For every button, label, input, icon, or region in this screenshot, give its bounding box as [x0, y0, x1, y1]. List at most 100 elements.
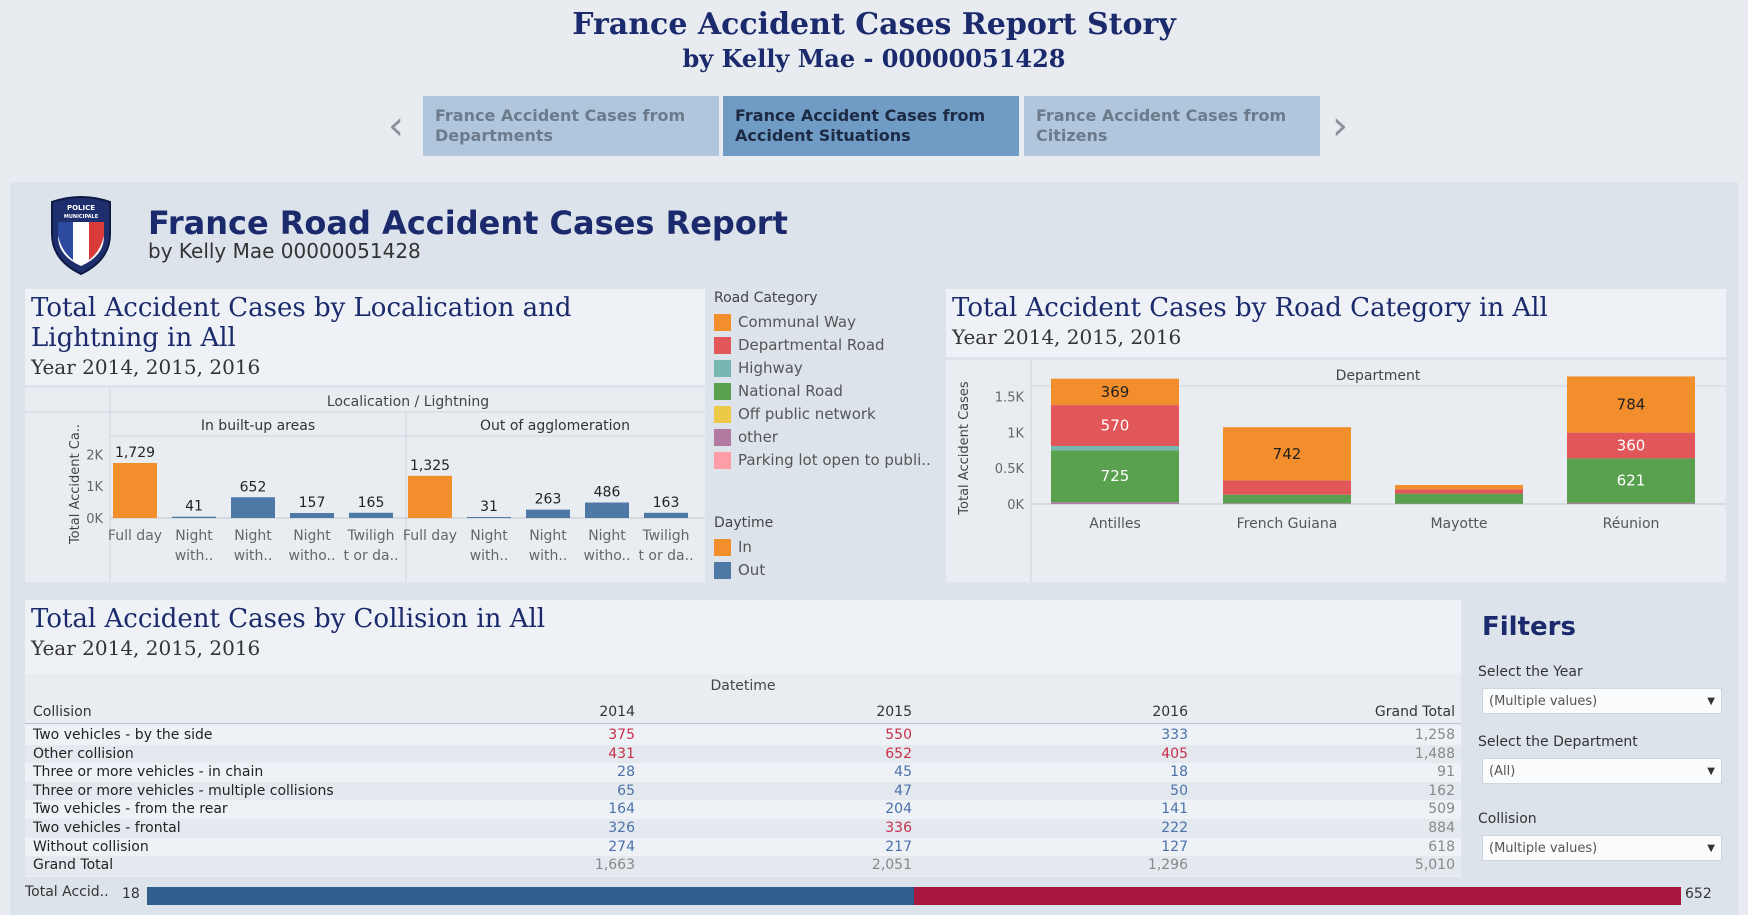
- y-tick-label: 1.5K: [995, 391, 1025, 406]
- table-row[interactable]: Without collision 274 217 127 618: [25, 837, 1461, 857]
- table-cell: 222: [1161, 820, 1188, 836]
- legend-label: National Road: [738, 382, 843, 400]
- bar: [467, 517, 511, 518]
- row-label: Three or more vehicles - in chain: [33, 764, 264, 781]
- y-tick-label: 0K: [1007, 498, 1024, 513]
- row-label: Three or more vehicles - multiple collis…: [33, 782, 334, 799]
- table-cell: 28: [617, 764, 635, 781]
- localication-chart-subtitle: Year 2014, 2015, 2016: [31, 355, 261, 379]
- road-category-chart-title: Total Accident Cases by Road Category in…: [952, 293, 1548, 323]
- legend-swatch[interactable]: [714, 539, 731, 556]
- table-row[interactable]: Three or more vehicles - in chain 28 45 18 9…: [25, 763, 1461, 782]
- legend-swatch[interactable]: [714, 314, 731, 331]
- legend-label: Parking lot open to publi..: [738, 451, 931, 469]
- story-title: France Accident Cases Report Story: [572, 7, 1176, 42]
- table-cell: 91: [1437, 764, 1455, 781]
- legend-label: Out: [738, 561, 766, 579]
- row-label: Two vehicles - by the side: [33, 727, 213, 743]
- x-tick-label: Night: [529, 528, 567, 544]
- year-filter-label: Select the Year: [1478, 664, 1583, 680]
- color-legend-bar: [147, 887, 1681, 905]
- legend-swatch[interactable]: [714, 452, 731, 469]
- department-filter-value: (All): [1489, 764, 1516, 779]
- road-category-chart-panel: Department Total Accident Cases 1.5K 1K 0.5K…: [946, 360, 1726, 582]
- table-cell: 618: [1428, 838, 1455, 855]
- data-label: 1,729: [115, 445, 155, 461]
- row-label: Without collision: [33, 838, 149, 855]
- collision-table-subtitle: Year 2014, 2015, 2016: [31, 636, 261, 660]
- collision-table-title: Total Accident Cases by Collision in All: [31, 604, 546, 634]
- data-label: 360: [1617, 437, 1646, 455]
- y-tick-label: 0K: [86, 512, 103, 527]
- table-cell: 50: [1170, 782, 1188, 799]
- chevron-right-icon[interactable]: ›: [1332, 103, 1348, 149]
- filters-title: Filters: [1482, 612, 1576, 642]
- svg-text:MUNICIPALE: MUNICIPALE: [64, 214, 99, 220]
- legend-swatch[interactable]: [714, 337, 731, 354]
- department-filter-select[interactable]: (All) ▼: [1482, 758, 1722, 784]
- collision-filter-select[interactable]: (Multiple values) ▼: [1482, 835, 1722, 861]
- table-cell: 5,010: [1414, 857, 1455, 874]
- report-title: France Road Accident Cases Report: [148, 204, 788, 242]
- bar: [172, 516, 216, 518]
- bar-segment: [1051, 405, 1179, 446]
- table-row[interactable]: Grand Total 1,663 2,051 1,296 5,010: [25, 856, 1461, 875]
- x-tick-label: Mayotte: [1430, 516, 1487, 532]
- legend-label: Communal Way: [738, 313, 856, 331]
- legend-panel: Road Category Communal Way Departmental R…: [710, 290, 950, 580]
- chevron-left-icon[interactable]: ‹: [388, 103, 404, 149]
- table-cell: 47: [894, 782, 912, 799]
- tab-departments[interactable]: France Accident Cases from Departments: [423, 96, 719, 156]
- chart-header: Department: [1336, 368, 1421, 384]
- table-cell: 405: [1161, 745, 1188, 762]
- table-row[interactable]: Three or more vehicles - multiple collis…: [25, 781, 1461, 801]
- x-tick-label: witho..: [289, 548, 336, 564]
- bar-segment: [1051, 502, 1179, 504]
- tab-accident-situations[interactable]: France Accident Cases from Accident Situ…: [723, 96, 1019, 156]
- y-axis-label: Total Accident Cases: [957, 381, 972, 516]
- x-tick-label: French Guiana: [1237, 516, 1338, 532]
- table-cell: 127: [1161, 838, 1188, 855]
- data-label: 263: [535, 492, 562, 508]
- bar-segment: [1051, 450, 1179, 503]
- y-tick-label: 1K: [1007, 426, 1024, 441]
- legend-swatch[interactable]: [714, 360, 731, 377]
- table-row[interactable]: Two vehicles - from the rear 164 204 141 509: [25, 800, 1461, 819]
- bar-segment: [1223, 480, 1351, 495]
- localication-title-panel: Total Accident Cases by Localication and…: [25, 289, 705, 385]
- table-cell: 217: [885, 838, 912, 855]
- year-filter-select[interactable]: (Multiple values) ▼: [1482, 688, 1722, 714]
- road-category-chart-subtitle: Year 2014, 2015, 2016: [952, 325, 1182, 349]
- table-cell: 1,258: [1414, 727, 1455, 743]
- bar: [585, 502, 629, 518]
- legend-swatch[interactable]: [714, 383, 731, 400]
- data-label: 725: [1101, 467, 1130, 485]
- collision-col-header: Collision: [33, 704, 92, 720]
- legend-swatch[interactable]: [714, 429, 731, 446]
- table-row[interactable]: Two vehicles - frontal 326 336 222 884: [25, 819, 1461, 838]
- bar-segment: [1051, 445, 1179, 451]
- table-cell: 2,051: [871, 857, 912, 874]
- collision-title-panel: Total Accident Cases by Collision in All…: [25, 600, 1461, 686]
- x-tick-label: t or da..: [343, 548, 398, 564]
- legend-label: other: [738, 428, 778, 446]
- data-label: 163: [653, 495, 680, 511]
- bar: [290, 513, 334, 518]
- legend-swatch[interactable]: [714, 562, 731, 579]
- chevron-down-icon: ▼: [1707, 766, 1715, 777]
- bar-segment: [1051, 378, 1179, 406]
- table-row[interactable]: Two vehicles - by the side 375 550 333 1,258: [25, 726, 1461, 745]
- table-cell: 1,296: [1147, 857, 1188, 874]
- table-row[interactable]: Other collision 431 652 405 1,488: [25, 744, 1461, 764]
- table-cell: 652: [885, 745, 912, 762]
- table-cell: 550: [885, 727, 912, 743]
- legend-swatch[interactable]: [714, 406, 731, 423]
- table-cell: 162: [1428, 782, 1455, 799]
- legend-label: Off public network: [738, 405, 876, 423]
- x-tick-label: Antilles: [1089, 516, 1141, 532]
- y-tick-label: 2K: [86, 448, 103, 463]
- tab-citizens[interactable]: France Accident Cases from Citizens: [1024, 96, 1320, 156]
- table-cell: 204: [885, 801, 912, 818]
- table-cell: 141: [1161, 801, 1188, 818]
- collision-filter-value: (Multiple values): [1489, 841, 1598, 856]
